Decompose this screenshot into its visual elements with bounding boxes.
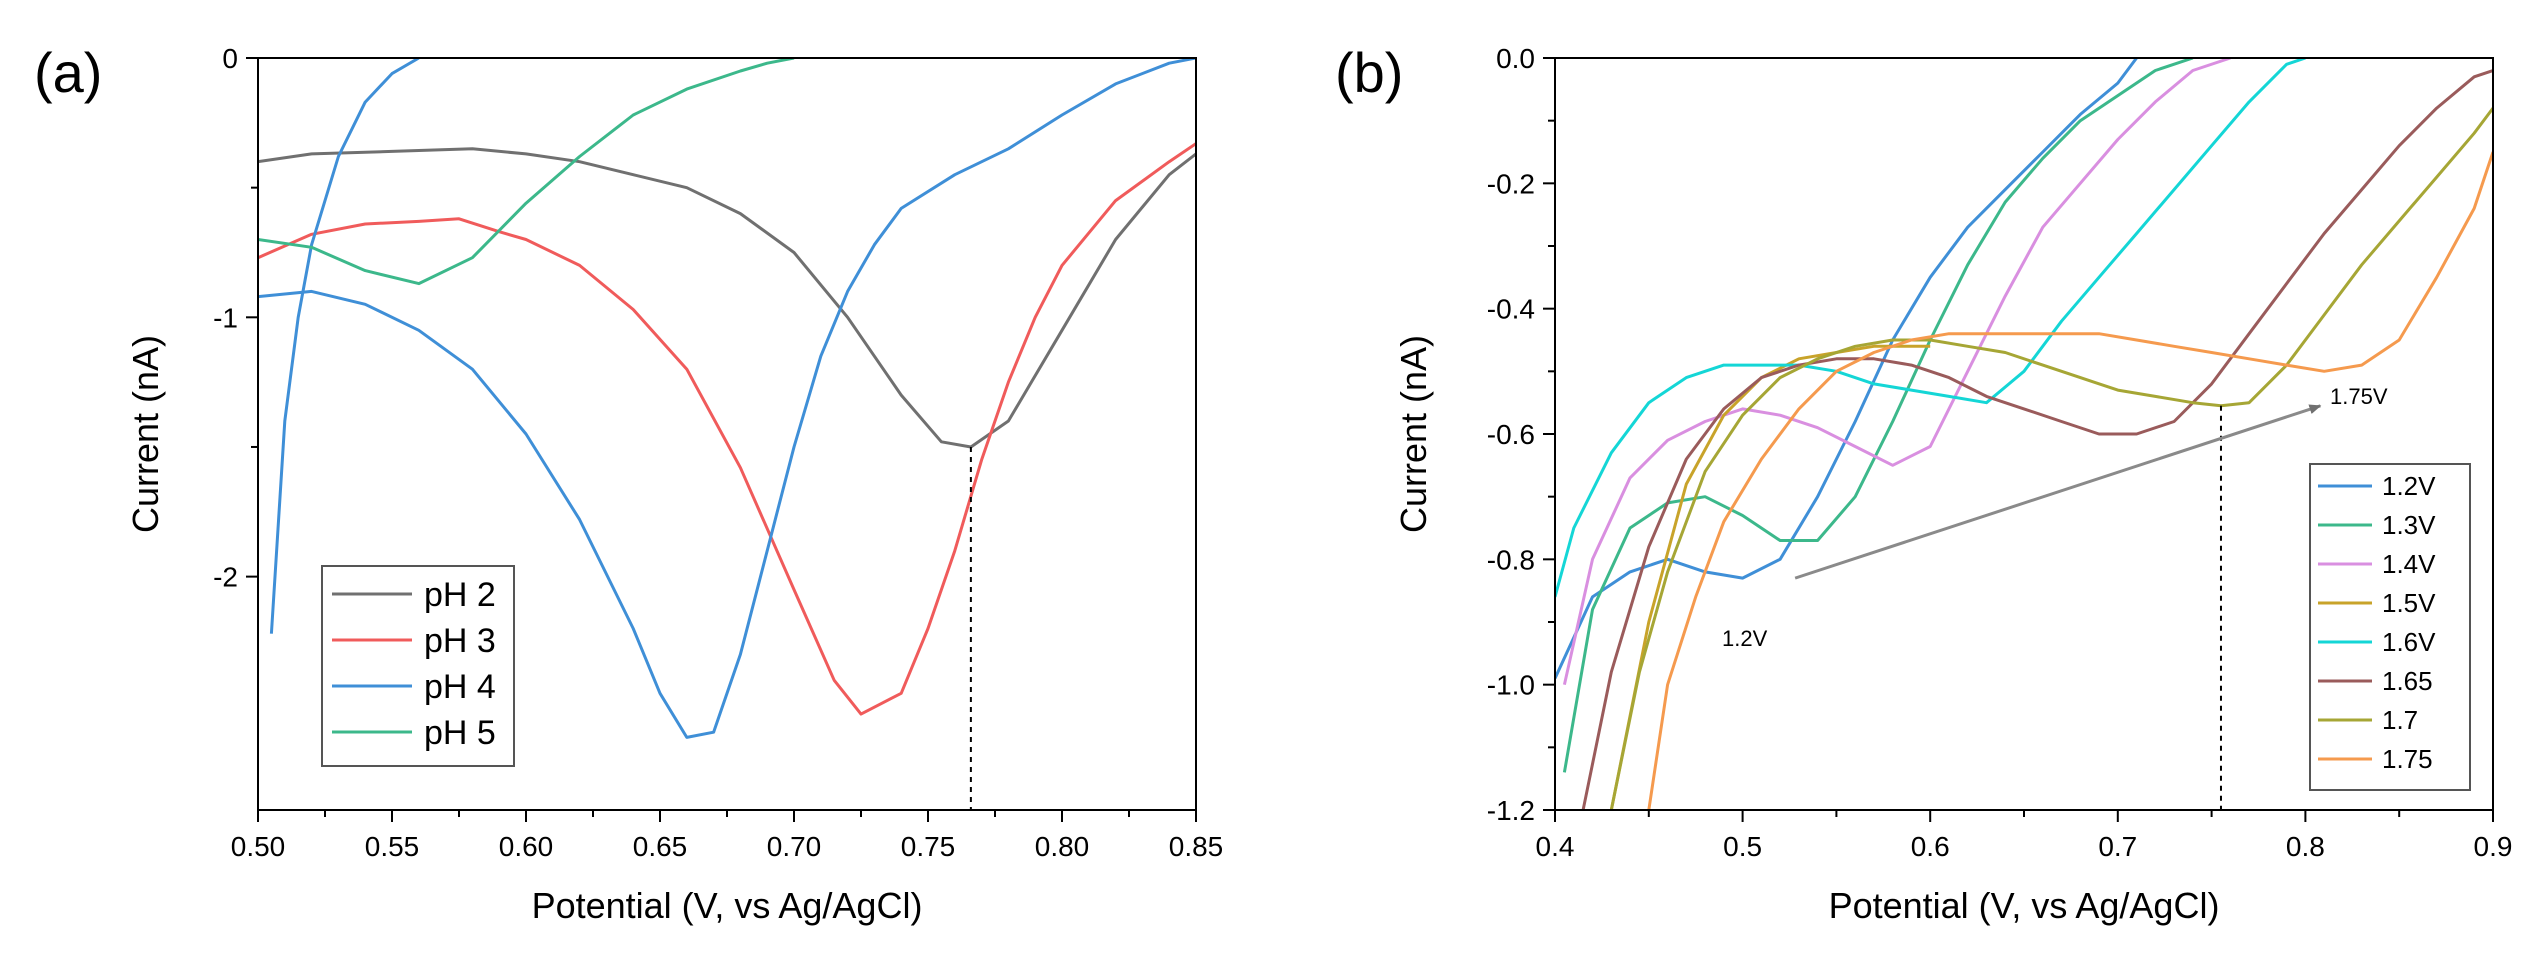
panel-b-series-1-4v-2 [1562,58,2231,686]
panel-b-x-axis-title: Potential (V, vs Ag/AgCl) [1829,885,2220,926]
legend-label-1-5v: 1.5V [2382,588,2436,618]
panel-b-legend: 1.2V 1.3V 1.4V 1.5V 1.6V 1.65 1.7 1.75 [2309,463,2471,791]
legend-label-ph4: pH 4 [424,668,496,706]
panel-b-y-tick-label: -0.4 [1487,294,1535,325]
panel-a-x-tick-label: 0.50 [231,831,286,862]
panel-a-y-tick-label: -1 [213,302,238,333]
panel-a-series-ph-4-3 [258,58,1196,739]
panel-a-x-tick-label: 0.55 [365,831,420,862]
panel-b-y-tick-label: -0.6 [1487,419,1535,450]
panel-a-letter: (a) [34,41,102,104]
panel-a-y-axis-title: Current (nA) [125,335,166,533]
panel-b-y-tick-label: -0.8 [1487,544,1535,575]
panel-b-series-1-65-5 [1581,69,2493,810]
legend-label-1-6v: 1.6V [2382,627,2436,657]
panel-a: (a) 0.50 0.55 0.60 0.65 0.70 0.75 0.80 0.85 0 -1 -… [34,41,1223,926]
panel-b-y-tick-label: -1.2 [1487,795,1535,826]
panel-b-x-tick-label: 0.4 [1536,831,1575,862]
legend-label-1-65: 1.65 [2382,666,2433,696]
panel-b-y-axis-title: Current (nA) [1393,335,1434,533]
panel-a-x-tick-label: 0.80 [1035,831,1090,862]
panel-b-x-tick-label: 0.5 [1723,831,1762,862]
panel-a-series-ph-4-2 [269,58,420,634]
panel-b-series-1-7-6 [1609,107,2493,810]
panel-b-y-tick-label: -1.0 [1487,670,1535,701]
panel-b-arrow-end-label: 1.75V [2330,384,2388,409]
legend-label-1-75: 1.75 [2382,744,2433,774]
panel-b-y-tick-label: 0.0 [1496,43,1535,74]
panel-a-legend: pH 2 pH 3 pH 4 pH 5 [321,565,515,767]
panel-a-series-ph-3-1 [258,142,1196,716]
panel-b-series-1-2v-0 [1555,58,2138,680]
panel-a-x-tick-label: 0.60 [499,831,554,862]
panel-b-arrow-start-label: 1.2V [1722,626,1768,651]
panel-b-letter: (b) [1335,41,1403,104]
panel-a-y-tick-label: -2 [213,562,238,593]
panel-b-trend-arrow [1794,404,2322,580]
panel-a-series-ph-2-0 [258,147,1196,449]
panel-b-legend-box [2309,463,2471,791]
legend-label-ph2: pH 2 [424,576,496,614]
legend-label-1-4v: 1.4V [2382,549,2436,579]
panel-a-x-tick-label: 0.75 [901,831,956,862]
panel-a-series-ph-5-4 [258,58,795,286]
legend-label-1-3v: 1.3V [2382,510,2436,540]
panel-b-series-1-75-7 [1647,151,2493,810]
panel-a-x-tick-label: 0.85 [1169,831,1224,862]
panel-b-x-tick-label: 0.8 [2286,831,2325,862]
legend-label-ph3: pH 3 [424,622,496,660]
legend-label-1-2v: 1.2V [2382,471,2436,501]
panel-a-x-tick-label: 0.65 [633,831,688,862]
panel-a-x-axis-title: Potential (V, vs Ag/AgCl) [532,885,923,926]
legend-label-ph5: pH 5 [424,714,496,752]
panel-b-series-1-3v-1 [1562,58,2194,773]
panel-b-x-tick-label: 0.6 [1911,831,1950,862]
panel-b-series-1-6v-4 [1555,58,2306,598]
panel-a-plot-area [258,58,1196,739]
legend-label-1-7: 1.7 [2382,705,2418,735]
panel-b-x-tick-label: 0.7 [2098,831,2137,862]
panel-a-y-tick-label: 0 [222,43,238,74]
panel-b-x-tick-label: 0.9 [2474,831,2513,862]
panel-b: (b) 1.2V 1.75V 0.4 0.5 0.6 0.7 0.8 0.9 0.0 -0.2… [1335,41,2512,926]
panel-b-y-tick-label: -0.2 [1487,168,1535,199]
panel-a-x-tick-label: 0.70 [767,831,822,862]
panel-b-plot-area [1555,58,2493,810]
